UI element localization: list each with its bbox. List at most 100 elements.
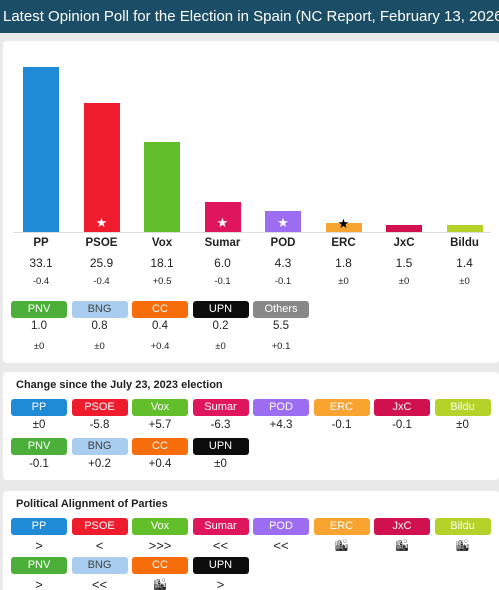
alignment-chip-psoe: PSOE — [71, 518, 128, 535]
party-change-vox: +0.5 — [152, 276, 172, 287]
alignment-chip-pnv: PNV — [11, 557, 67, 574]
change-card: Change since the July 23, 2023 election … — [3, 372, 499, 480]
star-icon: ★ — [216, 214, 229, 230]
party-value-jxc: 1.5 — [395, 256, 413, 270]
alignment-symbol-vox: >>> — [148, 538, 172, 553]
change-chip-cc: CC — [132, 438, 188, 455]
alignment-chip-sumar: Sumar — [192, 518, 249, 535]
party-change-upn: ±0 — [215, 341, 226, 352]
change-value-erc: -0.1 — [331, 419, 352, 431]
building-icon: 🏙 — [153, 579, 167, 590]
party-change-pnv: ±0 — [33, 341, 45, 352]
change-chip-bildu: Bildu — [434, 399, 491, 416]
party-change-others: +0.1 — [271, 341, 291, 352]
alignment-symbol-psoe: < — [95, 538, 104, 553]
party-change-bng: ±0 — [94, 341, 105, 352]
change-value-pod: +4.3 — [269, 419, 293, 431]
alignment-symbol-pnv: > — [35, 577, 43, 590]
alignment-chip-bildu: Bildu — [434, 518, 491, 535]
poll-results-card: PP 33.1 -0.4 ★ PSOE 25.9 -0.4 Vox 18.1 +0.5 ★ Sumar… — [3, 41, 499, 363]
change-value-pnv: -0.1 — [29, 458, 49, 470]
change-value-upn: ±0 — [214, 458, 227, 470]
party-label-pod: POD — [270, 237, 296, 249]
alignment-chip-jxc: JxC — [374, 518, 430, 535]
party-label-erc: ERC — [331, 237, 356, 249]
party-label-psoe: PSOE — [85, 237, 118, 249]
change-value-psoe: -5.8 — [89, 419, 110, 431]
alignment-section-title: Political Alignment of Parties — [16, 498, 168, 510]
alignment-symbol-pod: << — [273, 538, 289, 553]
party-label-bildu: Bildu — [450, 237, 479, 249]
alignment-card: Political Alignment of Parties PP > PSOE < V… — [3, 491, 499, 590]
alignment-symbol-sumar: << — [212, 538, 229, 553]
change-chip-upn: UPN — [192, 438, 249, 455]
bar-pod: ★ — [265, 210, 301, 232]
star-icon: ★ — [95, 214, 108, 230]
building-icon: 🏙 — [395, 540, 409, 552]
change-value-cc: +0.4 — [148, 458, 172, 470]
change-chip-pod: POD — [253, 399, 309, 416]
party-value-cc: 0.4 — [152, 320, 168, 332]
party-value-erc: 1.8 — [335, 256, 352, 270]
party-label-jxc: JxC — [393, 237, 415, 249]
alignment-chip-vox: Vox — [132, 518, 188, 535]
alignment-symbol-bng: << — [91, 577, 108, 590]
party-value-pnv: 1.0 — [31, 320, 47, 332]
bar-vox — [144, 141, 180, 232]
bar-sumar: ★ — [204, 202, 241, 232]
change-chip-pp: PP — [11, 399, 67, 416]
alignment-symbol-pp: > — [35, 538, 43, 553]
party-chip-others: Others — [253, 301, 309, 318]
party-label-sumar: Sumar — [204, 237, 241, 249]
building-icon: 🏙 — [334, 540, 349, 552]
bar-bildu — [446, 225, 483, 232]
chart-baseline — [13, 232, 491, 233]
party-label-pp: PP — [33, 237, 49, 249]
party-label-vox: Vox — [151, 237, 173, 249]
party-change-cc: +0.4 — [150, 341, 170, 352]
change-chip-bng: BNG — [71, 438, 128, 455]
alignment-chip-upn: UPN — [192, 557, 249, 574]
alignment-chip-cc: CC — [132, 557, 188, 574]
alignment-symbol-upn: > — [216, 577, 225, 590]
bar-pp — [23, 67, 59, 232]
party-value-bng: 0.8 — [91, 320, 108, 332]
alignment-chip-pp: PP — [11, 518, 67, 535]
change-chip-psoe: PSOE — [71, 399, 128, 416]
party-chip-pnv: PNV — [11, 301, 67, 318]
change-value-bildu: ±0 — [456, 419, 469, 431]
party-value-bildu: 1.4 — [456, 256, 473, 270]
star-icon: ★ — [337, 216, 350, 232]
change-value-pp: ±0 — [32, 419, 46, 431]
party-value-sumar: 6.0 — [214, 256, 231, 270]
party-chip-upn: UPN — [192, 301, 249, 318]
star-icon: ★ — [277, 214, 289, 230]
change-chip-jxc: JxC — [374, 399, 430, 416]
party-value-psoe: 25.9 — [89, 256, 114, 270]
page-title: Latest Opinion Poll for the Election in … — [0, 0, 499, 33]
party-value-others: 5.5 — [273, 320, 289, 332]
party-change-pod: -0.1 — [274, 276, 292, 287]
bar-jxc — [386, 224, 422, 232]
bar-erc: ★ — [325, 217, 362, 232]
party-change-psoe: -0.4 — [93, 276, 110, 287]
alignment-chip-bng: BNG — [71, 557, 128, 574]
building-icon: 🏙 — [455, 540, 470, 552]
change-chip-pnv: PNV — [11, 438, 67, 455]
party-change-jxc: ±0 — [398, 276, 410, 287]
party-change-pp: -0.4 — [32, 276, 50, 287]
party-value-vox: 18.1 — [150, 256, 174, 270]
alignment-chip-pod: POD — [253, 518, 309, 535]
party-value-upn: 0.2 — [212, 320, 229, 332]
change-chip-sumar: Sumar — [192, 399, 249, 416]
party-change-erc: ±0 — [338, 276, 349, 287]
party-change-sumar: -0.1 — [214, 276, 231, 287]
change-chip-vox: Vox — [132, 399, 188, 416]
party-change-bildu: ±0 — [459, 276, 470, 287]
bar-psoe: ★ — [83, 102, 120, 232]
change-value-bng: +0.2 — [88, 458, 111, 470]
party-chip-cc: CC — [132, 301, 188, 318]
change-chip-erc: ERC — [313, 399, 370, 416]
change-value-vox: +5.7 — [148, 419, 172, 431]
change-value-sumar: -6.3 — [210, 419, 231, 431]
